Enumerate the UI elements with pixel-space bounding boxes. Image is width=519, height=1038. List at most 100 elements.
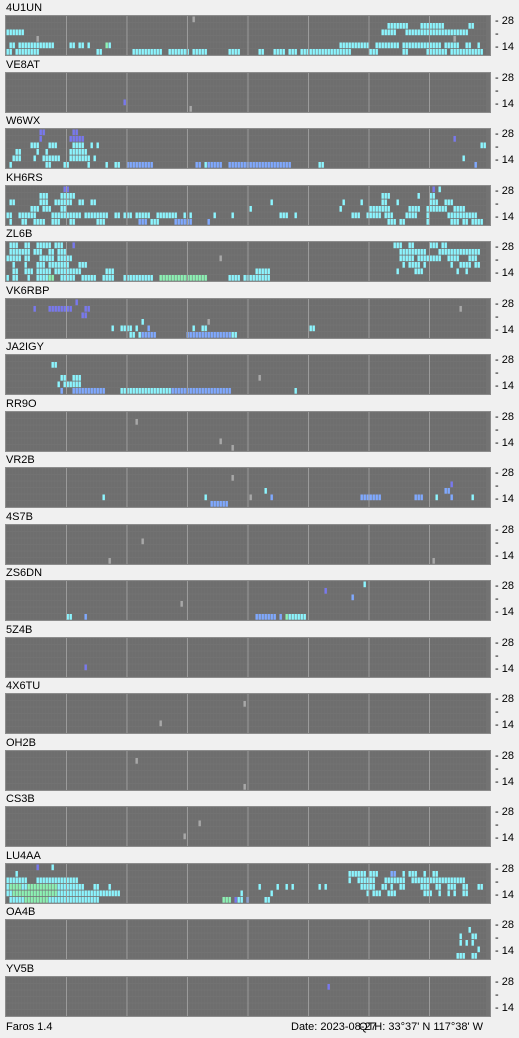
grid-cell xyxy=(477,149,480,155)
grid-cell xyxy=(126,136,129,142)
grid-cell xyxy=(177,142,180,149)
grid-cell xyxy=(201,42,204,49)
grid-cell xyxy=(114,105,117,112)
grid-cell xyxy=(447,79,450,86)
grid-cell xyxy=(408,79,411,86)
grid-cell xyxy=(357,242,360,249)
grid-cell xyxy=(387,129,390,136)
grid-cell xyxy=(15,136,18,142)
grid-cell xyxy=(174,16,177,23)
grid-cell xyxy=(27,268,30,275)
grid-cell xyxy=(291,212,294,218)
grid-cell xyxy=(360,299,363,305)
grid-cell xyxy=(432,129,435,136)
grid-cell xyxy=(294,212,297,218)
grid-cell xyxy=(417,275,420,281)
grid-cell xyxy=(381,155,384,162)
grid-cell xyxy=(153,268,156,275)
grid-cell xyxy=(441,42,444,49)
grid-cell xyxy=(6,149,9,155)
grid-cell xyxy=(144,192,147,199)
grid-cell xyxy=(339,79,342,86)
grid-cell xyxy=(330,129,333,136)
grid-cell xyxy=(75,199,78,205)
grid-cell xyxy=(480,136,483,142)
grid-cell xyxy=(273,262,276,268)
grid-cell xyxy=(417,136,420,142)
grid-cell xyxy=(333,42,336,49)
grid-cell xyxy=(39,249,42,255)
grid-cell xyxy=(174,73,177,79)
grid-cell xyxy=(417,129,420,136)
grid-cell xyxy=(447,49,450,55)
grid-cell xyxy=(114,199,117,205)
grid-cell xyxy=(330,142,333,149)
grid-cell xyxy=(333,268,336,275)
grid-cell xyxy=(300,42,303,49)
grid-cell xyxy=(483,199,486,205)
grid-cell xyxy=(93,105,96,112)
grid-cell xyxy=(258,23,261,29)
grid-cell xyxy=(396,262,399,268)
grid-cell xyxy=(30,86,33,92)
grid-cell xyxy=(171,73,174,79)
grid-cell xyxy=(411,268,414,275)
grid-cell xyxy=(45,42,48,49)
grid-cell xyxy=(354,212,357,218)
grid-cell xyxy=(132,199,135,205)
grid-cell xyxy=(198,73,201,79)
grid-cell xyxy=(75,218,78,225)
grid-cell xyxy=(51,42,54,49)
grid-cell xyxy=(177,249,180,255)
grid-cell xyxy=(171,275,174,281)
grid-cell xyxy=(162,42,165,49)
grid-cell xyxy=(39,162,42,168)
grid-cell xyxy=(54,36,57,42)
grid-cell xyxy=(351,199,354,205)
grid-cell xyxy=(66,199,69,205)
grid-cell xyxy=(339,212,342,218)
grid-cell xyxy=(447,186,450,192)
grid-cell xyxy=(159,99,162,105)
grid-cell xyxy=(87,36,90,42)
grid-cell xyxy=(219,205,222,212)
grid-cell xyxy=(366,186,369,192)
grid-cell xyxy=(102,99,105,105)
grid-cell xyxy=(171,242,174,249)
grid-cell xyxy=(435,79,438,86)
grid-cell xyxy=(477,23,480,29)
grid-cell xyxy=(84,186,87,192)
grid-cell xyxy=(102,92,105,99)
grid-cell xyxy=(177,99,180,105)
grid-cell xyxy=(72,205,75,212)
grid-cell xyxy=(138,199,141,205)
grid-cell xyxy=(297,142,300,149)
grid-cell xyxy=(198,49,201,55)
grid-cell xyxy=(51,275,54,281)
grid-cell xyxy=(219,149,222,155)
grid-cell xyxy=(450,49,453,55)
grid-cell xyxy=(15,29,18,36)
grid-cell xyxy=(207,149,210,155)
grid-cell xyxy=(315,192,318,199)
grid-cell xyxy=(75,268,78,275)
grid-cell xyxy=(438,73,441,79)
grid-cell xyxy=(321,186,324,192)
grid-cell xyxy=(438,275,441,281)
grid-cell xyxy=(21,42,24,49)
grid-cell xyxy=(387,29,390,36)
grid-cell xyxy=(72,155,75,162)
grid-cell xyxy=(153,275,156,281)
grid-cell xyxy=(327,142,330,149)
grid-cell xyxy=(381,105,384,112)
grid-cell xyxy=(372,129,375,136)
grid-cell xyxy=(45,129,48,136)
grid-cell xyxy=(306,275,309,281)
grid-cell xyxy=(132,205,135,212)
grid-cell xyxy=(402,205,405,212)
grid-canvas xyxy=(6,129,486,168)
grid-cell xyxy=(429,105,432,112)
grid-cell xyxy=(288,73,291,79)
grid-cell xyxy=(27,255,30,262)
grid-cell xyxy=(54,129,57,136)
